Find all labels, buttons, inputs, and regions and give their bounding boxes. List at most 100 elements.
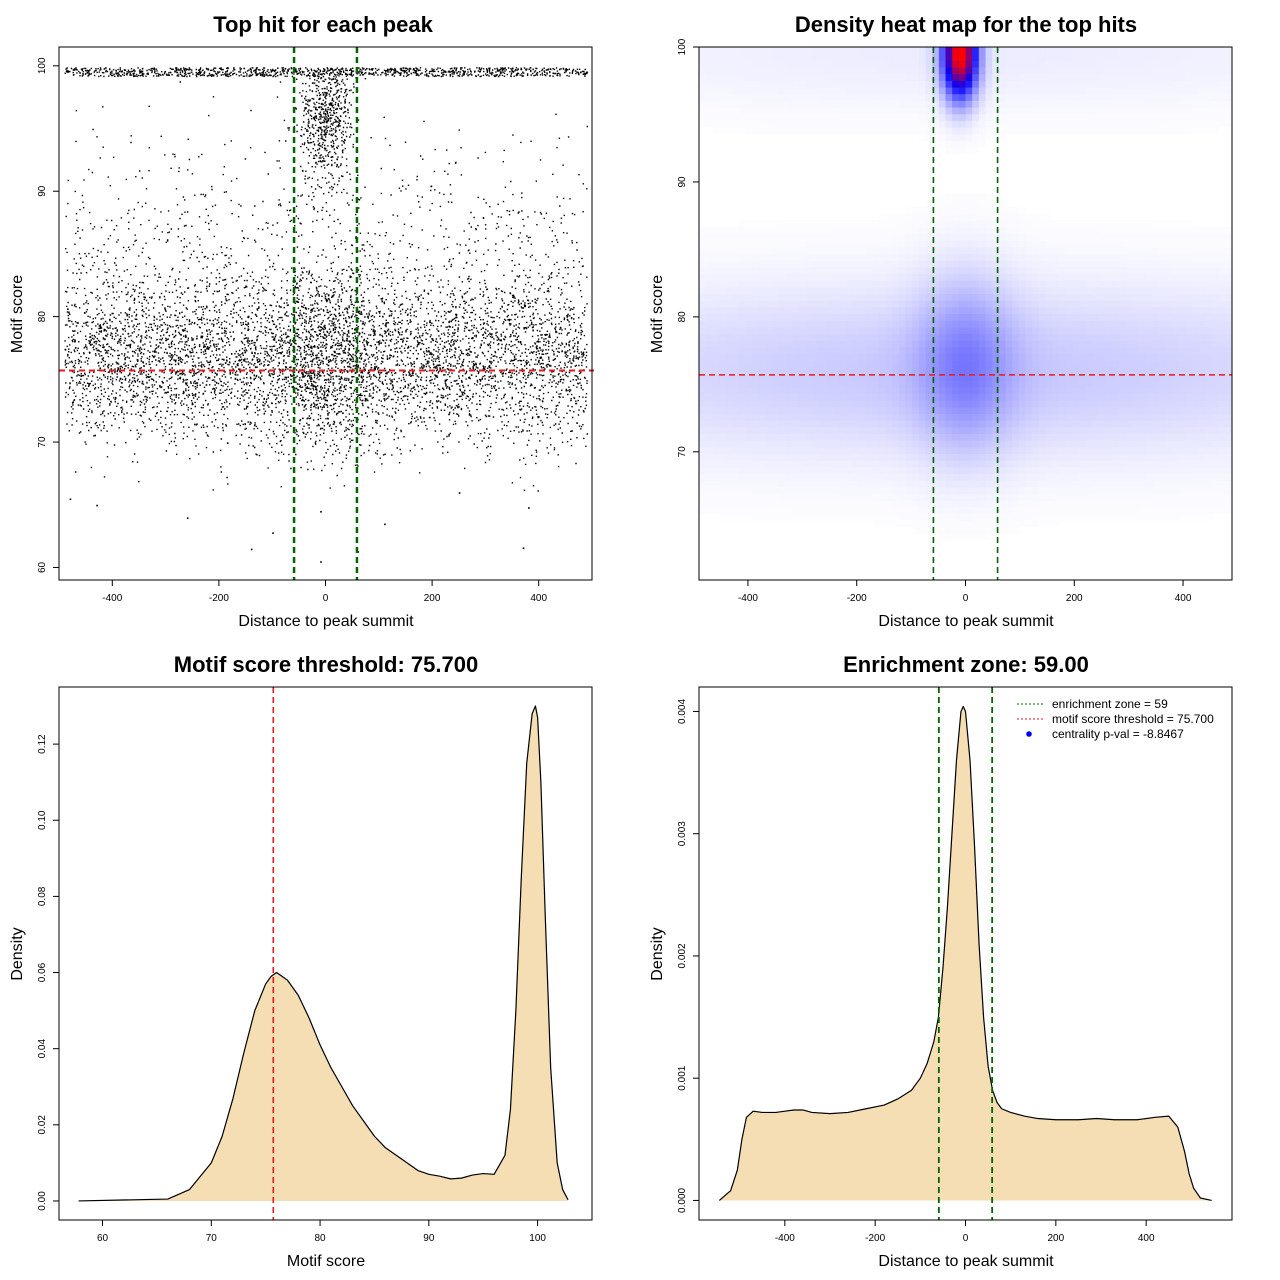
heatmap-cell	[998, 393, 1007, 401]
heatmap-cell	[958, 220, 967, 228]
heatmap-cell	[818, 266, 827, 275]
heatmap-cell	[1225, 47, 1232, 55]
heatmap-cell	[818, 93, 827, 101]
heatmap-cell	[825, 47, 833, 55]
heatmap-cell	[1005, 333, 1013, 341]
heatmap-cell	[738, 360, 747, 368]
heatmap-cell	[1112, 300, 1120, 308]
heatmap-cell	[1165, 53, 1173, 61]
heatmap-cell	[738, 426, 747, 435]
heatmap-cell	[1145, 226, 1153, 235]
heatmap-cell	[912, 506, 920, 514]
heatmap-cell	[785, 60, 793, 68]
heatmap-cell	[965, 260, 973, 268]
heatmap-cell	[952, 100, 960, 108]
heatmap-cell	[1065, 240, 1073, 248]
heatmap-cell	[1125, 413, 1133, 421]
heatmap-cell	[952, 113, 960, 121]
heatmap-cell	[1012, 520, 1020, 528]
heatmap-cell	[918, 366, 927, 375]
heatmap-cell	[752, 73, 760, 81]
heatmap-cell	[818, 460, 827, 468]
heatmap-cell	[978, 66, 987, 75]
heatmap-cell	[785, 360, 793, 368]
heatmap-cell	[972, 353, 980, 361]
heatmap-cell	[945, 280, 953, 288]
heatmap-cell	[1038, 413, 1047, 421]
heatmap-cell	[905, 426, 913, 435]
heatmap-cell	[878, 353, 887, 361]
heatmap-cell	[1185, 300, 1193, 308]
heatmap-cell	[1185, 233, 1193, 241]
heatmap-cell	[878, 100, 887, 108]
heatmap-cell	[945, 86, 953, 95]
heatmap-cell	[985, 380, 993, 388]
heatmap-cell	[898, 486, 907, 494]
heatmap-cell	[1092, 333, 1100, 341]
heatmap-cell	[958, 520, 967, 528]
heatmap-cell	[732, 280, 740, 288]
heatmap-cell	[858, 53, 867, 61]
heatmap-cell	[1158, 120, 1166, 128]
heatmap-cell	[705, 326, 713, 335]
heatmap-cell	[992, 273, 1000, 281]
heatmap-cell	[772, 386, 780, 395]
heatmap-cell	[765, 293, 773, 301]
heatmap-cell	[998, 366, 1007, 375]
heatmap-cell	[925, 413, 933, 421]
heatmap-cell	[765, 320, 773, 328]
heatmap-cell	[852, 320, 860, 328]
heatmap-cell	[972, 346, 980, 355]
heatmap-cell	[825, 100, 833, 108]
heatmap-cell	[1118, 333, 1126, 341]
heatmap-cell	[1118, 306, 1126, 315]
heatmap-cell	[798, 333, 807, 341]
heatmap-cell	[1065, 380, 1073, 388]
heatmap-cell	[1125, 306, 1133, 315]
heatmap-cell	[1105, 286, 1113, 295]
heatmap-cell	[699, 253, 707, 261]
heatmap-cell	[778, 433, 787, 441]
heatmap-cell	[805, 126, 813, 135]
heatmap-cell	[805, 60, 813, 68]
heatmap-cell	[765, 426, 773, 435]
heatmap-cell	[765, 346, 773, 355]
heatmap-cell	[712, 406, 720, 415]
heatmap-cell	[972, 526, 980, 534]
heatmap-cell	[1098, 513, 1107, 521]
heatmap-cell	[838, 313, 847, 321]
heatmap-cell	[798, 60, 807, 68]
heatmap-cell	[912, 66, 920, 75]
heatmap-cell	[1098, 306, 1107, 315]
heatmap-cell	[1132, 360, 1140, 368]
heatmap-cell	[905, 106, 913, 115]
heatmap-cell	[778, 500, 787, 508]
heatmap-cell	[738, 333, 747, 341]
heatmap-cell	[1085, 340, 1093, 348]
heatmap-cell	[1045, 86, 1053, 95]
heatmap-cell	[998, 300, 1007, 308]
heatmap-cell	[765, 373, 773, 381]
heatmap-cell	[938, 266, 947, 275]
heatmap-cell	[718, 446, 727, 455]
heatmap-cell	[785, 500, 793, 508]
heatmap-cell	[758, 373, 767, 381]
heatmap-cell	[958, 526, 967, 534]
heatmap-cell	[1132, 386, 1140, 395]
heatmap-cell	[805, 246, 813, 255]
heatmap-cell	[825, 280, 833, 288]
heatmap-cell	[1192, 47, 1200, 55]
heatmap-cell	[1072, 253, 1080, 261]
heatmap-cell	[938, 413, 947, 421]
heatmap-cell	[1138, 406, 1146, 415]
heatmap-cell	[1078, 460, 1087, 468]
heatmap-cell	[1198, 446, 1206, 455]
heatmap-cell	[1118, 346, 1126, 355]
heatmap-cell	[1012, 53, 1020, 61]
heatmap-cell	[932, 366, 940, 375]
heatmap-cell	[1045, 473, 1053, 481]
heatmap-cell	[885, 466, 893, 474]
heatmap-cell	[772, 380, 780, 388]
heatmap-cell	[985, 500, 993, 508]
heatmap-cell	[1185, 100, 1193, 108]
